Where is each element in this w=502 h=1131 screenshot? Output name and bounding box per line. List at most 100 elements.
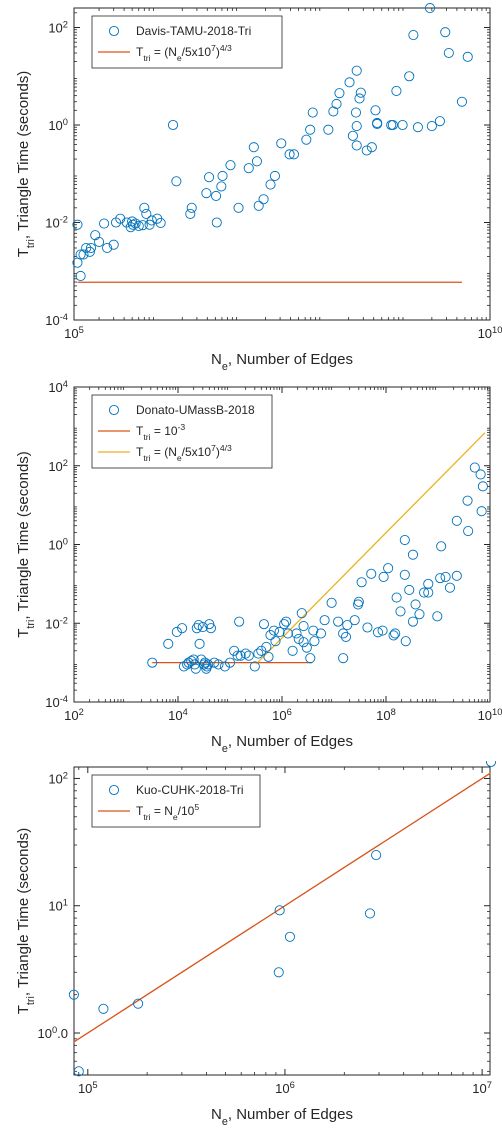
data-point: [352, 599, 364, 610]
data-point: [171, 176, 182, 187]
data-point: [463, 525, 474, 537]
data-point: [204, 172, 215, 183]
x-tick-label: 106: [272, 707, 292, 723]
data-point: [476, 506, 487, 517]
y-tick-label: 100: [48, 537, 68, 553]
chart-panel-1: 105 1010 10-4 10-2 100 102 Ne, Number of Edges…: [0, 0, 502, 375]
data-point: [167, 119, 179, 131]
data-point: [75, 249, 86, 260]
data-point: [301, 642, 312, 653]
data-point: [408, 30, 419, 41]
data-point: [183, 657, 194, 668]
data-point: [288, 149, 299, 160]
data-point: [265, 179, 276, 190]
data-point: [426, 121, 437, 132]
data-point: [391, 85, 402, 96]
data-point: [308, 625, 319, 636]
data-point: [362, 622, 373, 633]
data-point: [350, 107, 362, 118]
data-point: [185, 208, 196, 219]
data-point: [349, 615, 360, 626]
data-point: [315, 628, 326, 639]
legend: Davis-TAMU-2018-Tri Ttri = (Ne/5x107)4/3: [91, 15, 283, 69]
x-tick-label: 105: [78, 1080, 98, 1096]
data-point: [190, 663, 201, 674]
data-point: [258, 194, 269, 205]
data-point: [133, 220, 144, 231]
y-tick-label: 102: [48, 20, 68, 36]
data-point: [323, 124, 334, 135]
data-point: [333, 616, 344, 627]
data-point: [319, 615, 330, 626]
data-point: [307, 107, 318, 118]
data-point: [371, 850, 382, 861]
data-point: [397, 119, 408, 131]
data-point: [334, 88, 345, 99]
y-axis-label: Ttri, Triangle Time (seconds): [15, 451, 37, 638]
data-point: [141, 208, 152, 219]
data-point: [347, 130, 358, 141]
data-point: [177, 623, 188, 634]
y-tick-label: 100.0: [37, 1025, 68, 1041]
data-point: [78, 249, 89, 260]
data-point: [213, 659, 224, 670]
data-point: [243, 163, 254, 174]
data-point: [424, 3, 436, 14]
y-axis-label: Ttri, Triangle Time (seconds): [15, 71, 37, 258]
data-point: [258, 619, 270, 630]
y-tick-label: 10-4: [45, 694, 68, 710]
data-point: [191, 623, 202, 634]
chart-1: 105 1010 10-4 10-2 100 102 Ne, Number of Edges…: [15, 3, 502, 373]
data-point: [270, 636, 281, 647]
legend-marker: [108, 25, 120, 37]
data-point: [462, 51, 473, 62]
data-point: [234, 616, 245, 627]
data-point: [399, 534, 410, 546]
data-point: [249, 661, 260, 672]
y-tick-label: 10-2: [45, 215, 68, 231]
data-point: [108, 239, 119, 250]
data-point: [414, 609, 425, 620]
data-point: [432, 611, 443, 622]
x-tick-label: 102: [64, 707, 84, 723]
data-point: [444, 582, 456, 593]
data-point: [261, 641, 272, 653]
data-point: [248, 142, 259, 153]
y-tick-label: 104: [48, 379, 68, 395]
chart-2: 102 104 106 108 1010 10-4 10-2 100 102 104 Ne, Num…: [15, 379, 502, 755]
data-layer: [68, 761, 496, 1077]
data-point: [147, 657, 158, 668]
data-layer: [72, 3, 473, 283]
data-point: [338, 628, 349, 639]
data-point: [391, 592, 402, 603]
data-point: [366, 142, 377, 153]
data-point: [284, 149, 295, 160]
data-point: [451, 570, 462, 581]
data-point: [412, 122, 423, 133]
legend-label: Kuo-CUHK-2018-Tri: [136, 783, 244, 797]
data-point: [407, 616, 419, 627]
data-point: [351, 140, 362, 151]
data-point: [443, 47, 454, 59]
x-axis-label: Ne, Number of Edges: [211, 1106, 353, 1128]
data-point: [372, 627, 383, 638]
data-point: [296, 608, 307, 619]
data-point: [253, 648, 264, 659]
data-point: [355, 87, 366, 98]
y-tick-label: 102: [48, 458, 68, 474]
x-tick-label: 106: [275, 1080, 295, 1096]
data-point: [344, 77, 355, 88]
chart-panel-2: 102 104 106 108 1010 10-4 10-2 100 102 104 Ne, Num…: [0, 377, 502, 755]
data-point: [133, 998, 144, 1009]
data-point: [404, 584, 415, 596]
data-point: [287, 645, 298, 656]
x-tick-label: 108: [376, 707, 396, 723]
data-point: [340, 631, 352, 642]
data-point: [211, 217, 222, 228]
data-point: [281, 616, 292, 627]
data-point: [130, 218, 141, 229]
data-point: [282, 628, 293, 639]
data-point: [309, 636, 320, 647]
data-point: [434, 116, 445, 127]
data-point: [451, 515, 462, 526]
